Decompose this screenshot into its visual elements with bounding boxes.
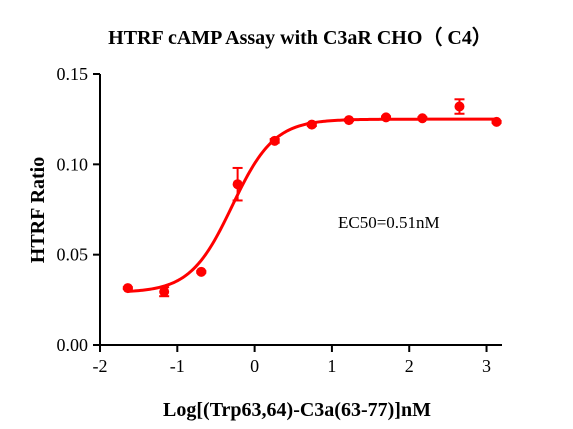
ec50-annotation: EC50=0.51nM: [338, 213, 440, 232]
y-tick-label: 0.05: [57, 245, 89, 265]
data-point: [232, 179, 243, 190]
axes: [99, 74, 502, 346]
data-point: [306, 119, 317, 130]
x-tick-label: 1: [327, 356, 336, 376]
data-point: [454, 101, 465, 112]
data-point: [417, 113, 428, 124]
data-point: [381, 112, 392, 123]
chart-title: HTRF cAMP Assay with C3aR CHO（ C4）: [108, 26, 492, 49]
data-point: [491, 116, 502, 127]
x-tick-label: 3: [482, 356, 491, 376]
fit-curve: [127, 117, 497, 293]
x-tick-label: -1: [170, 356, 185, 376]
data-point: [343, 115, 354, 126]
x-axis-label: Log[(Trp63,64)-C3a(63-77)]nM: [163, 399, 431, 421]
x-tick-label: -2: [93, 356, 108, 376]
y-ticks: 0.00 0.05 0.10 0.15: [57, 64, 100, 355]
data-point: [196, 266, 207, 277]
y-tick-label: 0.00: [57, 335, 89, 355]
data-point: [269, 135, 280, 146]
x-tick-label: 2: [405, 356, 414, 376]
y-tick-label: 0.15: [57, 64, 89, 84]
data-point: [122, 283, 133, 294]
x-tick-label: 0: [250, 356, 259, 376]
y-axis-label: HTRF Ratio: [27, 157, 49, 263]
y-tick-label: 0.10: [57, 154, 89, 174]
data-points: [122, 98, 502, 298]
x-ticks: -2 -1 0 1 2 3: [93, 345, 491, 376]
data-point: [159, 286, 170, 297]
